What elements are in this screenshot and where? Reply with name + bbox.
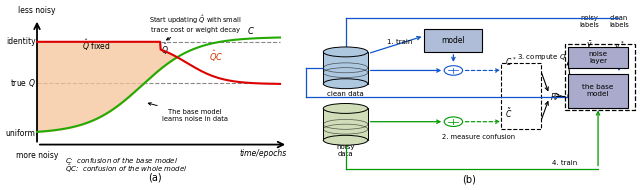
Text: clean data: clean data [327,91,364,97]
Text: more noisy: more noisy [16,151,58,160]
Bar [323,108,368,140]
Text: $R$: $R$ [550,91,557,102]
Text: $\hat{Q}C$: $\hat{Q}C$ [209,49,223,64]
Bar [501,63,541,129]
Text: 2. measure confusion: 2. measure confusion [442,134,515,139]
Text: true $Q$: true $Q$ [10,77,36,89]
Ellipse shape [323,135,368,145]
Bar [568,74,628,108]
Circle shape [444,117,463,127]
Ellipse shape [323,79,368,89]
Text: $\tilde{C}$: $\tilde{C}$ [505,106,512,120]
Bar [424,29,483,52]
Text: clean
labels: clean labels [609,15,629,28]
Text: $\bar{y}$: $\bar{y}$ [586,40,593,52]
Text: 3. compute $Q$: 3. compute $Q$ [516,52,566,62]
Text: identity: identity [6,37,36,46]
Text: $\hat{Q}$: $\hat{Q}$ [161,41,168,57]
Ellipse shape [323,47,368,57]
Text: $C$: $C$ [247,25,255,36]
Text: uniform: uniform [6,129,36,138]
Text: (a): (a) [148,172,162,182]
Bar [564,44,635,110]
Text: 4. train: 4. train [552,160,577,166]
Bar [323,52,368,84]
Bar [568,48,628,68]
Text: $\hat{Q}$ fixed: $\hat{Q}$ fixed [83,38,111,53]
Text: 1. train: 1. train [387,39,412,45]
Text: the base
model: the base model [582,84,614,97]
Text: noisy
labels: noisy labels [579,15,599,28]
Ellipse shape [323,104,368,113]
Text: less noisy: less noisy [19,6,56,15]
Text: time/epochs: time/epochs [239,149,287,158]
Text: noisy
data: noisy data [336,144,355,157]
Text: The base model
learns noise in data: The base model learns noise in data [148,103,228,122]
Text: Start updating $\hat{Q}$ with small
trace cost or weight decay: Start updating $\hat{Q}$ with small trac… [149,14,241,40]
Text: $y^*$: $y^*$ [614,40,625,54]
Text: noise
layer: noise layer [589,51,607,64]
Text: $Q$: $Q$ [566,90,574,102]
Text: (b): (b) [462,174,476,184]
Text: $C$:  confusion of the base model: $C$: confusion of the base model [65,155,178,165]
Circle shape [444,66,463,75]
Text: $C^*$: $C^*$ [505,56,516,68]
Text: model: model [442,36,465,45]
Text: $\hat{Q}C$:  confusion of the whole model: $\hat{Q}C$: confusion of the whole model [65,163,188,175]
